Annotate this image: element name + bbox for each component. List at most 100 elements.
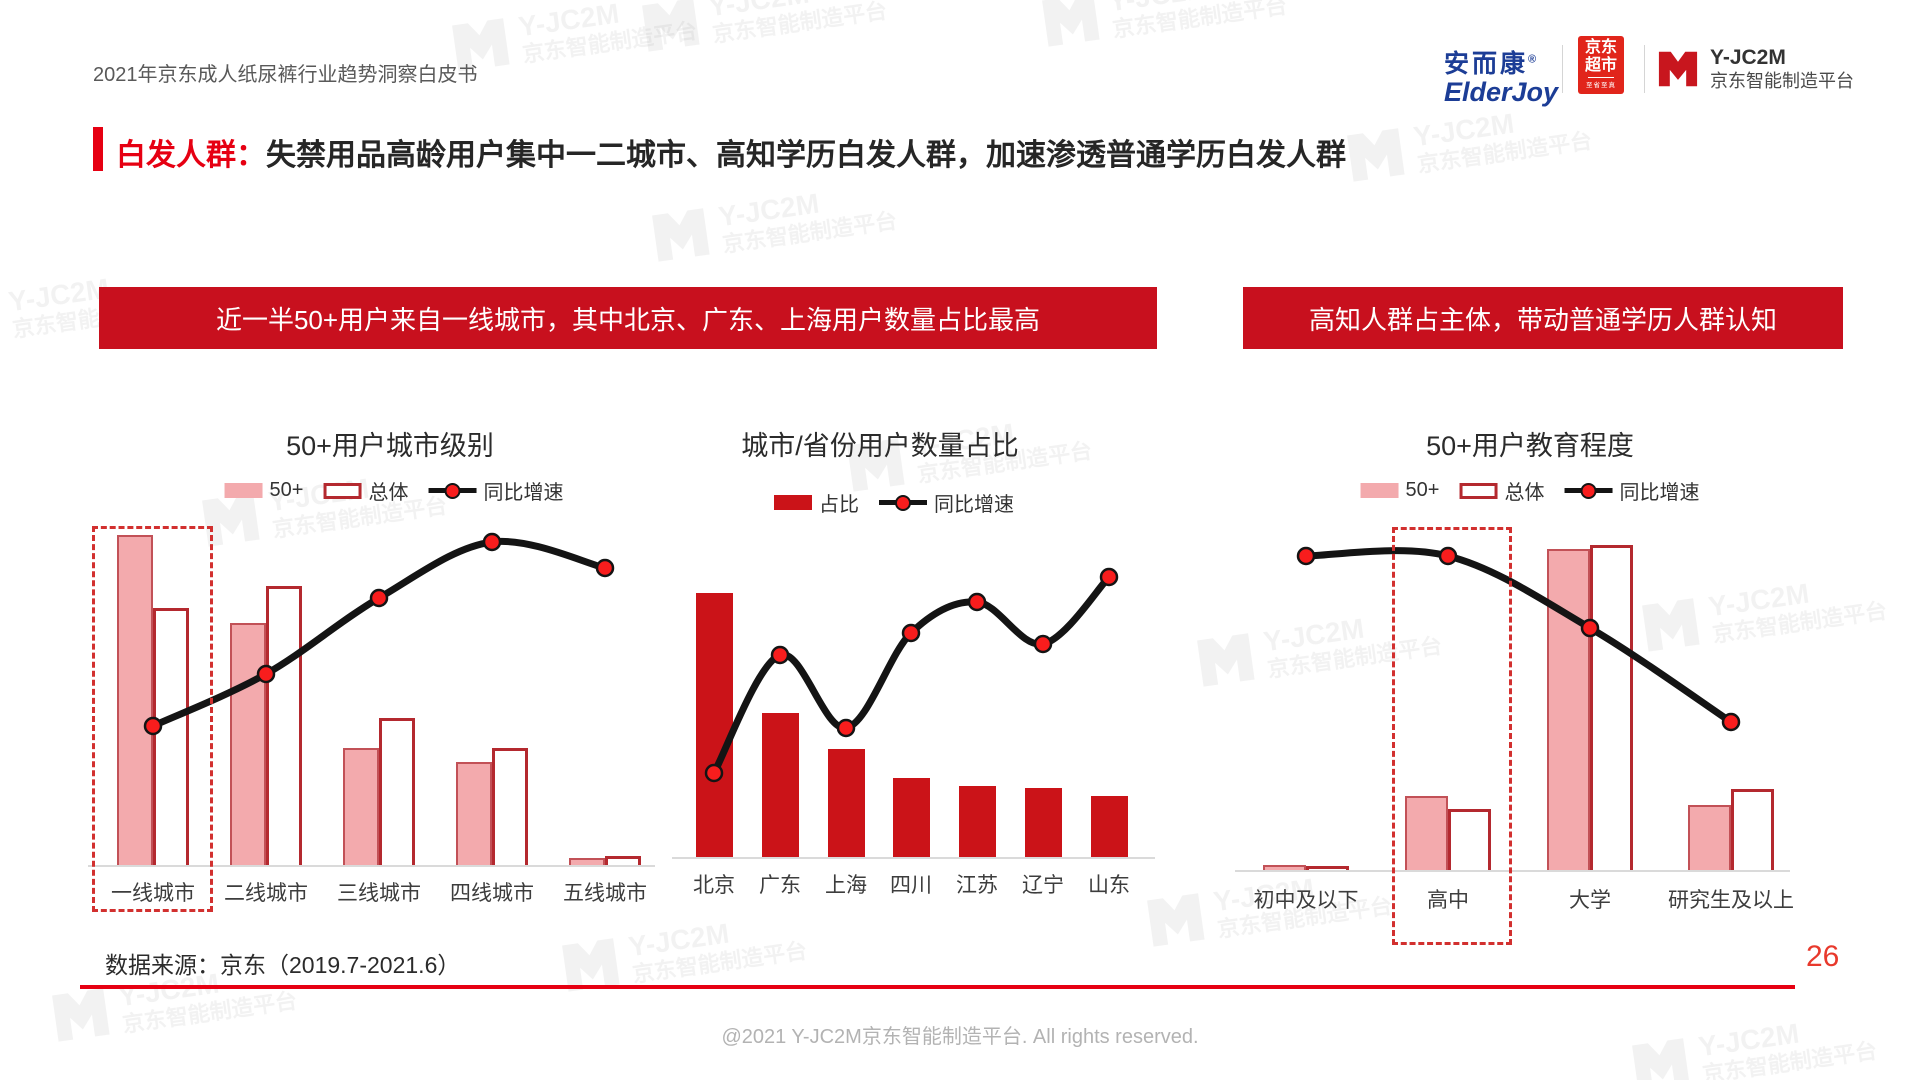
x-axis-label: 研究生及以上 [1668,889,1794,912]
data-point [369,588,389,608]
data-point [770,645,790,665]
bar-占比-北京 [695,593,733,857]
chart-legend: 50+ 总体 同比增速 [1360,476,1699,505]
x-axis-label: 大学 [1569,889,1611,912]
watermark-m-icon [1197,633,1255,688]
bar-50+-五线城市 [569,858,605,865]
elderjoy-cn: 安而康 [1444,50,1529,78]
x-axis-line [88,865,655,867]
legend-label: 总体 [1504,482,1545,504]
chart-title: 50+用户教育程度 [1426,431,1634,461]
title-accent-bar [93,127,103,171]
data-point [836,718,856,738]
deck-title: 2021年京东成人纸尿裤行业趋势洞察白皮书 [93,64,478,86]
highlight-box-高中 [1392,527,1512,945]
data-point [901,623,921,643]
data-source-note: 数据来源：京东（2019.7-2021.6） [105,952,461,978]
legend-item: 同比增速 [1564,476,1699,505]
insight-banner-left: 近一半50+用户来自一线城市，其中北京、广东、上海用户数量占比最高 [99,287,1157,349]
bar-总体-五线城市 [605,856,641,865]
legend-label: 同比增速 [483,482,564,504]
legend-swatch-line [428,488,477,493]
x-axis-label: 初中及以下 [1253,889,1359,912]
x-axis-label: 三线城市 [337,882,421,905]
watermark-m-icon [652,208,710,263]
legend-item: 同比增速 [879,488,1014,517]
watermark-m-icon [1347,128,1405,183]
jd-logo-sub: 至省至真 [1586,82,1616,89]
x-axis-label: 广东 [759,874,801,897]
x-axis-line [1235,870,1790,872]
data-point [482,532,502,552]
bar-50+-研究生及以上 [1688,805,1731,870]
watermark-m-icon [1042,0,1100,48]
yjc2m-m-icon [1658,52,1698,87]
data-point [967,592,987,612]
legend-item: 50+ [1360,479,1440,502]
data-point [1296,546,1316,566]
bar-占比-江苏 [958,786,996,857]
page-title-highlight: 白发人群： [116,139,266,172]
bar-占比-广东 [761,713,799,857]
bar-总体-三线城市 [379,718,415,865]
legend-label: 占比 [819,494,859,516]
legend-label: 50+ [269,479,304,501]
legend-label: 总体 [368,482,409,504]
yjc2m-logo: Y-JC2M 京东智能制造平台 [1656,46,1854,93]
bar-总体-四线城市 [492,748,528,865]
chart-title: 50+用户城市级别 [286,431,494,461]
data-point [1099,567,1119,587]
trend-line [1302,547,1735,726]
page-title: 白发人群：失禁用品高龄用户集中一二城市、高知学历白发人群，加速渗透普通学历白发人… [116,130,1346,174]
bar-50+-三线城市 [343,748,379,865]
legend-item: 同比增速 [428,476,563,505]
bar-总体-研究生及以上 [1731,789,1774,870]
x-axis-label: 辽宁 [1022,874,1064,897]
jd-logo-line1: 京东 [1584,39,1617,56]
footer-rule [80,985,1795,989]
watermark-m-icon [1642,598,1700,653]
page-number: 26 [1806,940,1840,973]
legend-swatch-solid [774,495,812,510]
x-axis-label: 江苏 [956,874,998,897]
yjc2m-sub: 京东智能制造平台 [1710,71,1854,92]
x-axis-label: 四川 [890,874,932,897]
legend-swatch-outline [323,482,362,499]
legend-item: 占比 [774,488,859,517]
chart-title: 城市/省份用户数量占比 [741,431,1019,461]
bar-50+-初中及以下 [1263,865,1306,870]
legend-swatch-line [1564,488,1613,493]
yjc2m-name: Y-JC2M [1710,46,1786,69]
jd-supermarket-logo: 京东 超市 至省至真 [1578,36,1624,94]
legend-swatch-pink [1360,483,1399,498]
highlight-box-一线城市 [92,526,213,912]
bar-50+-大学 [1547,549,1590,870]
legend-label: 50+ [1405,479,1440,501]
legend-item: 总体 [1459,476,1544,505]
legend-item: 50+ [224,479,304,502]
trend-line [149,537,609,730]
bar-占比-辽宁 [1024,788,1062,857]
bar-占比-四川 [892,778,930,857]
bar-50+-二线城市 [230,623,266,865]
legend-item: 总体 [323,476,408,505]
jd-logo-rule [1588,77,1614,78]
elderjoy-en: ElderJoy [1444,77,1559,107]
bar-50+-四线城市 [456,762,492,865]
data-point [595,558,615,578]
elderjoy-logo: 安而康® ElderJoy [1444,44,1558,108]
watermark-m-icon [642,0,700,53]
x-axis-label: 一线城市 [111,882,195,905]
x-axis-label: 五线城市 [563,882,647,905]
bar-占比-上海 [827,749,865,857]
x-axis-label: 北京 [693,874,735,897]
legend-swatch-outline [1459,482,1498,499]
chart-legend: 50+ 总体 同比增速 [224,476,563,505]
bar-占比-山东 [1090,796,1128,857]
